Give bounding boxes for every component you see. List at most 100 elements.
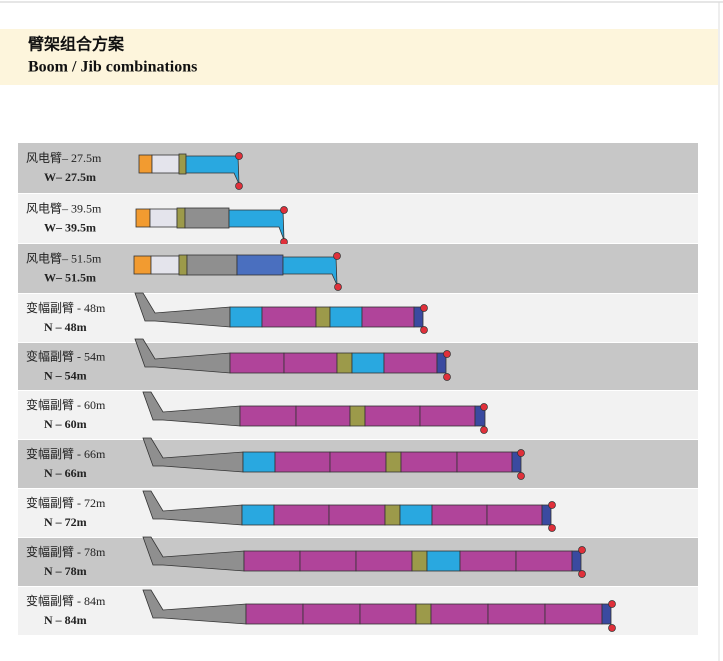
- boom-section: [601, 603, 612, 625]
- boom-section: [571, 550, 582, 572]
- boom-section: [415, 603, 432, 625]
- boom-section: [413, 306, 424, 328]
- boom-section: [261, 306, 317, 328]
- sheave: [578, 546, 586, 554]
- sheave: [548, 501, 556, 509]
- boom-section: [487, 603, 546, 625]
- boom-section: [426, 550, 461, 572]
- boom-section: [474, 405, 486, 427]
- boom-section: [245, 603, 304, 625]
- boom-section: [243, 550, 301, 572]
- boom-section: [149, 208, 178, 228]
- sheave: [333, 252, 341, 260]
- sheave: [334, 283, 342, 291]
- boom-section: [133, 255, 152, 275]
- row-sublabel: N – 66m: [44, 466, 87, 480]
- row-label: 变幅副臂 - 66m: [26, 446, 106, 461]
- sheave: [608, 624, 616, 632]
- boom-section: [274, 451, 331, 473]
- row-label: 变幅副臂 - 84m: [26, 593, 106, 608]
- boom-section: [329, 451, 387, 473]
- sheave: [517, 449, 525, 457]
- boom-section: [236, 254, 284, 276]
- boom-section: [511, 451, 522, 473]
- boom-section: [299, 550, 357, 572]
- boom-section: [229, 352, 285, 374]
- boom-section: [176, 207, 186, 229]
- row-label: 风电臂– 27.5m: [26, 151, 102, 165]
- header-band: [0, 29, 718, 85]
- row-label: 变幅副臂 - 78m: [26, 544, 106, 559]
- boom-tip: [185, 155, 240, 185]
- row-sublabel: N – 72m: [44, 515, 87, 529]
- boom-section: [515, 550, 573, 572]
- row-sublabel: W– 39.5m: [44, 220, 96, 234]
- boom-section: [241, 504, 275, 526]
- row-sublabel: W– 51.5m: [44, 270, 96, 284]
- header-title: 臂架组合方案: [27, 35, 125, 54]
- row-label: 变幅副臂 - 48m: [26, 300, 106, 315]
- boom-section: [302, 603, 361, 625]
- rows: 风电臂– 27.5m W– 27.5m 风电臂– 39.5m W– 39.5m 风电臂–…: [18, 143, 698, 635]
- boom-section: [138, 154, 153, 174]
- sheave: [480, 426, 488, 434]
- row-band: [18, 143, 698, 193]
- boom-section: [399, 504, 433, 526]
- boom-section: [383, 352, 438, 374]
- boom-section: [336, 352, 353, 374]
- row-sublabel: W– 27.5m: [44, 170, 96, 184]
- boom-section: [229, 306, 263, 328]
- boom-section: [359, 603, 417, 625]
- sheave: [420, 304, 428, 312]
- sheave: [480, 403, 488, 411]
- boom-section: [349, 405, 366, 427]
- boom-section: [361, 306, 415, 328]
- boom-section: [135, 208, 151, 228]
- sheave: [548, 524, 556, 532]
- boom-section: [400, 451, 458, 473]
- boom-section: [355, 550, 413, 572]
- boom-section: [411, 550, 428, 572]
- row-band: [18, 244, 698, 293]
- boom-section: [384, 504, 401, 526]
- row-label: 变幅副臂 - 54m: [26, 348, 106, 363]
- boom-section: [364, 405, 421, 427]
- sheave: [578, 570, 586, 578]
- row-sublabel: N – 48m: [44, 320, 87, 334]
- boom-section: [436, 352, 447, 374]
- boom-tip: [282, 256, 338, 286]
- boom-section: [544, 603, 603, 625]
- boom-section: [186, 254, 238, 276]
- boom-section: [329, 306, 363, 328]
- boom-section: [273, 504, 330, 526]
- boom-section: [541, 504, 552, 526]
- row-sublabel: N – 84m: [44, 613, 87, 627]
- row-sublabel: N – 60m: [44, 417, 87, 431]
- boom-section: [295, 405, 351, 427]
- boom-section: [419, 405, 476, 427]
- row-sublabel: N – 54m: [44, 368, 87, 382]
- row-band: [18, 194, 698, 243]
- header-subtitle: Boom / Jib combinations: [28, 59, 197, 76]
- row-label: 风电臂– 39.5m: [26, 201, 102, 215]
- boom-section: [178, 254, 188, 276]
- row-label: 风电臂– 51.5m: [26, 251, 102, 265]
- sheave: [280, 206, 288, 214]
- boom-section: [242, 451, 276, 473]
- boom-section: [430, 603, 489, 625]
- sheave: [420, 326, 428, 334]
- boom-section: [150, 255, 180, 275]
- boom-section: [328, 504, 386, 526]
- boom-section: [178, 153, 187, 175]
- boom-tip: [228, 209, 285, 241]
- row-label: 变幅副臂 - 72m: [26, 495, 106, 510]
- sheave: [443, 373, 451, 381]
- row-label: 变幅副臂 - 60m: [26, 397, 106, 412]
- boom-section: [459, 550, 517, 572]
- boom-section: [431, 504, 488, 526]
- boom-section: [456, 451, 513, 473]
- boom-section: [151, 154, 180, 174]
- sheave: [235, 182, 243, 190]
- boom-section: [486, 504, 543, 526]
